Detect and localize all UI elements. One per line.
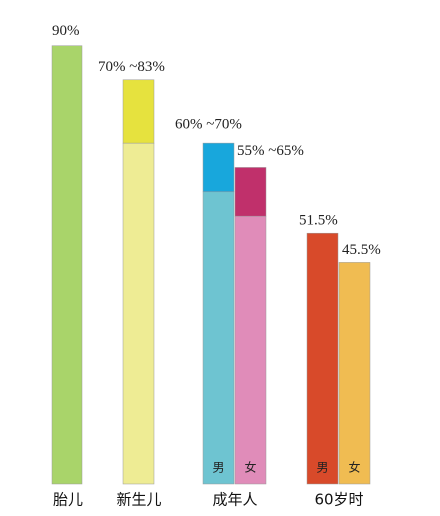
bar-range: [234, 167, 267, 217]
bar-range: [202, 142, 235, 193]
category-label: 成年人: [212, 491, 257, 509]
category-label: 60岁时: [314, 491, 363, 509]
value-label: 90%: [52, 23, 80, 39]
category-label: 新生儿: [116, 491, 161, 509]
sex-label: 女: [348, 460, 360, 475]
bar-base: [234, 215, 267, 485]
bar: [338, 262, 371, 485]
bar: [306, 232, 339, 485]
bar-base: [202, 191, 235, 485]
value-label: 60% ~70%: [175, 117, 242, 133]
bar-range: [122, 79, 155, 144]
sex-label: 男: [212, 461, 224, 475]
sex-label: 男: [316, 461, 328, 475]
value-label: 55% ~65%: [237, 143, 304, 159]
bar-base: [122, 142, 155, 485]
category-label: 胎儿: [53, 491, 83, 509]
value-label: 70% ~83%: [98, 59, 165, 75]
sex-label: 女: [244, 460, 256, 475]
bar: [51, 45, 83, 485]
value-label: 45.5%: [342, 242, 381, 258]
value-label: 51.5%: [299, 213, 338, 229]
